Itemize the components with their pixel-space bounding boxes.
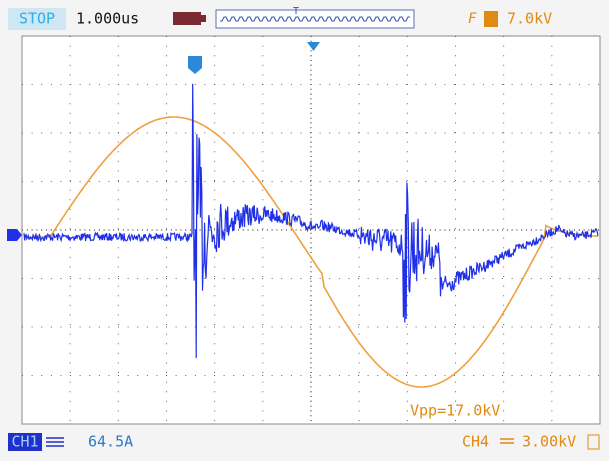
trigger-source-icon — [484, 11, 498, 27]
ch4-label: CH4 — [462, 433, 489, 451]
ch4-coupling-icon — [500, 438, 514, 444]
ch1-waveform — [23, 83, 599, 359]
trigger-time-marker — [307, 42, 320, 51]
stop-box — [8, 8, 66, 30]
ch1-label: CH1 — [11, 433, 38, 451]
bw-icon — [587, 434, 600, 450]
vpp-measurement: Vpp=17.0kV — [410, 402, 500, 420]
ch1-scale: 64.5A — [88, 433, 133, 451]
ch1-coupling-icon — [46, 437, 64, 447]
memory-icon-tip — [201, 15, 206, 22]
graticule — [22, 36, 600, 424]
mini-trigger-mark: T — [293, 6, 299, 17]
ch1-label-box — [8, 433, 42, 451]
trigger-level: 7.0kV — [507, 10, 552, 28]
ch4-waveform — [24, 116, 599, 388]
ch4-scale: 3.00kV — [522, 433, 576, 451]
trigger-marker — [188, 56, 202, 74]
trigger-edge-icon: F — [468, 11, 477, 27]
ch1-ground-marker — [7, 229, 22, 241]
timebase: 1.000us — [76, 10, 139, 28]
memory-icon — [173, 12, 201, 25]
mini-waveform — [220, 16, 410, 22]
run-state: STOP — [19, 10, 55, 28]
